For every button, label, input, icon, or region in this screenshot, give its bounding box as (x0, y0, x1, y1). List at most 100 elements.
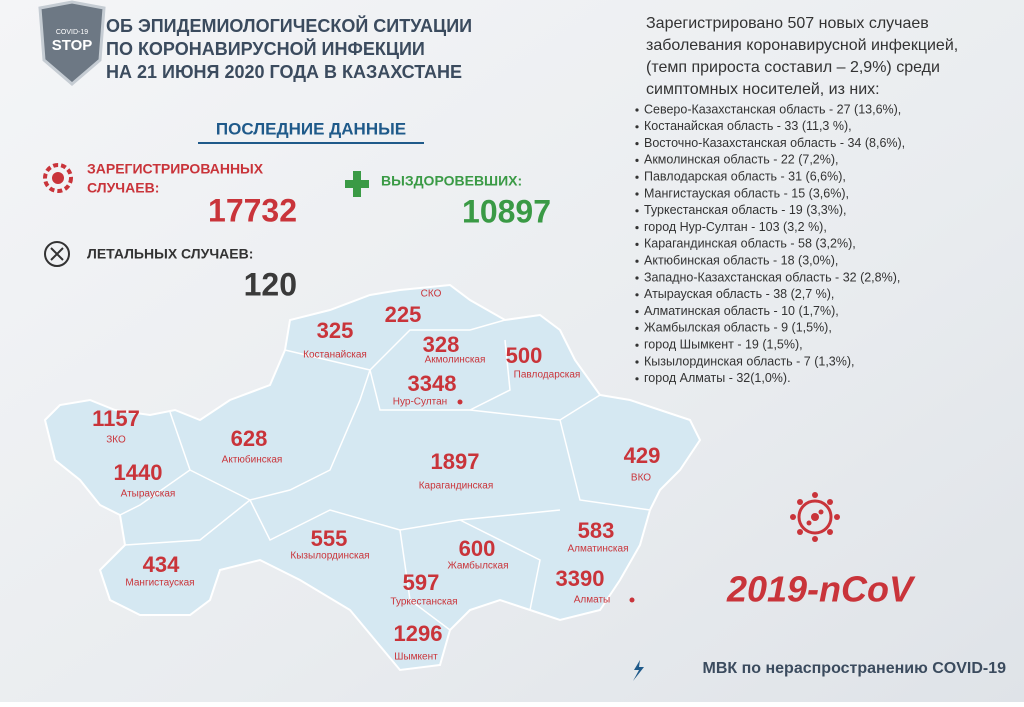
region-value: 628 (231, 426, 268, 451)
region-value: 3390 (556, 566, 605, 591)
region-name: ЗКО (106, 435, 126, 446)
summary-item: Актюбинская область - 18 (3,0%), (644, 253, 838, 267)
summary-intro: симптомных носителей, из них: (646, 81, 880, 98)
bullet (635, 242, 639, 246)
region-borders (119, 319, 651, 631)
bullet (635, 209, 639, 213)
virus-icon (43, 163, 73, 193)
region-name: Туркестанская (390, 597, 457, 608)
region-value: 429 (624, 443, 661, 468)
summary-item: город Нур-Султан - 103 (3,2 %), (644, 220, 827, 234)
registered-value: 17732 (208, 192, 297, 228)
summary-intro: Зарегистрировано 507 новых случаев (646, 15, 929, 32)
bolt-icon (633, 660, 644, 681)
summary-item: Павлодарская область - 31 (6,6%), (644, 169, 846, 183)
summary-item: город Алматы - 32(1,0%). (644, 371, 791, 385)
recovered-label: ВЫЗДОРОВЕВШИХ: (381, 173, 522, 189)
recovered-value: 10897 (462, 193, 551, 229)
bullet (635, 142, 639, 146)
region-value: 600 (459, 536, 496, 561)
region-value: 3348 (408, 371, 457, 396)
region-value: 1897 (431, 449, 480, 474)
region-value: 434 (143, 552, 180, 577)
region-name: Алматинская (568, 544, 629, 555)
bullet (635, 276, 639, 280)
summary-item: Северо-Казахстанская область - 27 (13,6%… (644, 102, 901, 116)
logo-text: COVID-19 (56, 29, 88, 36)
bullet (635, 310, 639, 314)
map-kazakhstan (43, 283, 702, 672)
footer: МВК по нераспространению COVID-19 (703, 660, 1007, 677)
bullet (635, 192, 639, 196)
summary-item: город Шымкент - 19 (1,5%), (644, 337, 803, 351)
region-name: ВКО (631, 473, 651, 484)
summary-item: Западно-Казахстанская область - 32 (2,8%… (644, 270, 900, 284)
registered-label: ЗАРЕГИСТРИРОВАННЫХ (87, 161, 264, 177)
bullet (635, 326, 639, 330)
bullet (635, 226, 639, 230)
bullet (635, 125, 639, 129)
bullet (635, 108, 639, 112)
region-value: 328 (423, 332, 460, 357)
section-title: ПОСЛЕДНИЕ ДАННЫЕ (216, 119, 406, 138)
city-dot (457, 399, 463, 405)
death-icon (50, 247, 64, 261)
bullet (635, 158, 639, 162)
summary-item: Костанайская область - 33 (11,3 %), (644, 119, 852, 133)
bullet (635, 175, 639, 179)
region-name: Актюбинская (222, 454, 283, 466)
summary-item: Алматинская область - 10 (1,7%), (644, 304, 839, 318)
region-name: Жамбылская (448, 560, 509, 572)
region-name: Карагандинская (419, 481, 494, 492)
region-name: Павлодарская (514, 370, 581, 381)
region-value: 583 (578, 518, 615, 543)
summary-intro: заболевания коронавирусной инфекцией, (646, 37, 958, 54)
badge: 2019-nCoV (726, 569, 916, 610)
logo-shield (38, 0, 106, 86)
region-value: 325 (317, 318, 354, 343)
summary-item: Туркестанская область - 19 (3,3%), (644, 203, 847, 217)
region-value: 1157 (92, 406, 140, 431)
region-name: Акмолинская (425, 355, 486, 366)
region-name: Мангистауская (125, 578, 194, 589)
summary-item: Карагандинская область - 58 (3,2%), (644, 237, 856, 251)
virus-graphic (790, 492, 840, 542)
virus-icon (52, 172, 64, 184)
summary-item: Акмолинская область - 22 (7,2%), (644, 153, 839, 167)
title-line: НА 21 ИЮНЯ 2020 ГОДА В КАЗАХСТАНЕ (106, 62, 462, 82)
summary-intro: (темп прироста составил – 2,9%) среди (646, 59, 940, 76)
summary-item: Мангистауская область - 15 (3,6%), (644, 186, 849, 200)
summary-item: Жамбылская область - 9 (1,5%), (644, 321, 832, 335)
title-line: ПО КОРОНАВИРУСНОЙ ИНФЕКЦИИ (106, 38, 425, 59)
summary-item: Восточно-Казахстанская область - 34 (8,6… (644, 136, 905, 150)
region-name: Алматы (574, 595, 611, 606)
death-icon (44, 241, 70, 267)
region-value: 597 (403, 570, 440, 595)
region-value: 500 (506, 343, 543, 368)
region-name: Шымкент (394, 652, 438, 663)
summary-item: Атырауская область - 38 (2,7 %), (644, 287, 834, 301)
plus-icon (345, 171, 369, 197)
region-name: Костанайская (303, 350, 367, 361)
deaths-label: ЛЕТАЛЬНЫХ СЛУЧАЕВ: (87, 246, 253, 262)
registered-label: СЛУЧАЕВ: (87, 180, 159, 196)
region-name: СКО (421, 289, 442, 300)
region-name: Нур-Султан (393, 397, 447, 408)
region-value: 555 (311, 526, 348, 551)
region-value: 1440 (114, 460, 163, 485)
deaths-value: 120 (244, 266, 297, 302)
bullet (635, 259, 639, 263)
region-value: 1296 (394, 621, 443, 646)
bullet (635, 293, 639, 297)
region-name: Кызылординская (290, 551, 369, 562)
title-line: ОБ ЭПИДЕМИОЛОГИЧЕСКОЙ СИТУАЦИИ (106, 15, 472, 36)
logo-stop: STOP (52, 37, 93, 54)
summary-item: Кызылординская область - 7 (1,3%), (644, 354, 855, 368)
region-value: 225 (385, 302, 422, 327)
region-name: Атырауская (121, 489, 176, 500)
bullet (635, 343, 639, 347)
city-dot (629, 597, 635, 603)
bullet (635, 377, 639, 381)
